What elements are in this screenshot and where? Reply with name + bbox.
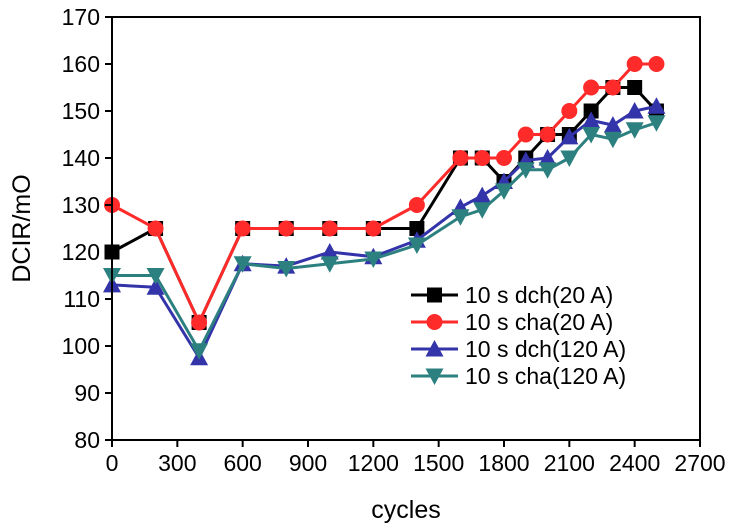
legend-label: 10 s cha(120 A) (465, 363, 626, 389)
data-point (409, 221, 425, 236)
y-tick-label: 100 (62, 333, 100, 359)
data-point (560, 150, 579, 167)
data-point (277, 260, 296, 278)
legend-item: 10 s cha(120 A) (411, 363, 626, 389)
data-point (452, 150, 469, 166)
x-tick-label: 1500 (413, 450, 464, 476)
legend-label: 10 s cha(20 A) (465, 309, 613, 335)
data-point (407, 237, 426, 254)
legend-item: 10 s dch(20 A) (411, 282, 613, 308)
data-point (233, 256, 252, 273)
x-tick-label: 900 (289, 450, 327, 476)
y-tick-label: 160 (62, 51, 100, 77)
data-point (626, 56, 643, 72)
data-point (583, 103, 599, 119)
data-point (603, 131, 622, 149)
data-point (648, 56, 665, 72)
data-point (451, 209, 470, 226)
legend-marker (426, 314, 443, 330)
data-point (647, 97, 666, 114)
data-point (627, 80, 643, 95)
data-point (560, 127, 579, 145)
data-point (561, 103, 578, 119)
data-point (146, 278, 165, 295)
data-point (321, 220, 338, 237)
axes: 0 300 600 900 1200 1500 1800 2100 2400 2700 80 90 10… (8, 4, 726, 524)
legend-marker (427, 287, 442, 303)
y-tick-label: 80 (74, 427, 100, 453)
data-point (539, 126, 556, 143)
data-point (320, 243, 339, 260)
x-tick-label: 0 (106, 450, 119, 476)
x-tick-label: 1200 (348, 450, 399, 476)
data-point (603, 116, 622, 133)
data-point (495, 183, 513, 200)
data-point (583, 79, 600, 96)
data-point (473, 186, 492, 204)
data-point (582, 127, 601, 144)
data-point (604, 79, 621, 96)
y-tick-label: 110 (63, 286, 100, 312)
data-point (473, 202, 492, 219)
y-tick-label: 90 (74, 380, 100, 406)
y-tick-label: 120 (62, 239, 100, 265)
y-tick-label: 130 (62, 192, 100, 218)
data-point (516, 162, 535, 179)
y-axis-title: DCIR/mO (8, 174, 36, 282)
data-point (234, 220, 251, 237)
data-point (147, 220, 164, 237)
series-2 (104, 56, 665, 331)
data-point (625, 102, 644, 119)
data-point (625, 122, 644, 139)
data-point (278, 220, 295, 237)
data-point (364, 251, 383, 269)
x-tick-label: 600 (223, 450, 261, 476)
legend-marker (425, 340, 444, 357)
x-tick-label: 300 (158, 450, 196, 476)
x-tick-label: 2700 (674, 450, 725, 476)
data-point (496, 150, 512, 166)
x-axis-title: cycles (371, 496, 440, 524)
data-point (538, 162, 557, 179)
plot-frame (111, 16, 701, 441)
data-point (146, 268, 165, 285)
legend-marker (425, 368, 444, 385)
data-point (582, 111, 601, 128)
data-point (408, 197, 425, 213)
y-tick-label: 150 (62, 98, 100, 124)
data-point (365, 220, 382, 237)
legend: 10 s dch(20 A)10 s cha(20 A)10 s dch(120… (411, 282, 626, 389)
x-tick-label: 2400 (609, 450, 660, 476)
y-tick-label: 140 (62, 145, 100, 171)
y-tick-label: 170 (62, 4, 100, 30)
legend-item: 10 s dch(120 A) (411, 336, 626, 362)
legend-label: 10 s dch(20 A) (465, 282, 613, 308)
legend-label: 10 s dch(120 A) (465, 336, 626, 362)
series-layer (103, 56, 666, 366)
data-point (538, 149, 557, 166)
series-4 (103, 115, 666, 360)
x-tick-label: 1800 (478, 450, 529, 476)
data-point (190, 343, 209, 360)
data-point (517, 126, 534, 143)
legend-item: 10 s cha(20 A) (411, 309, 613, 335)
data-point (320, 256, 339, 273)
data-point (474, 150, 491, 166)
data-point (191, 314, 208, 331)
x-tick-label: 2100 (544, 450, 595, 476)
data-point (647, 115, 666, 132)
